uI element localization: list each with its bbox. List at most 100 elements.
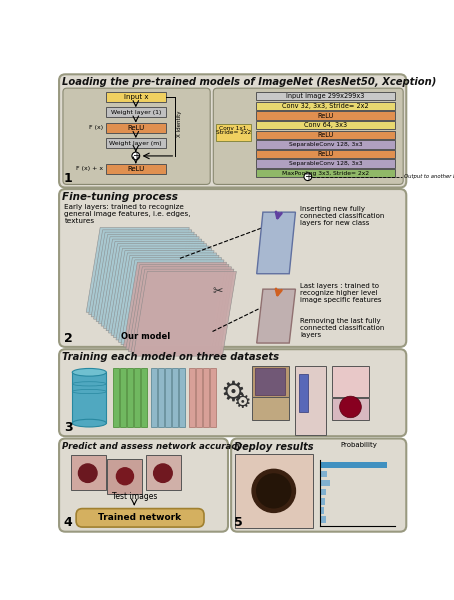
FancyBboxPatch shape: [63, 88, 210, 184]
Bar: [295, 366, 326, 436]
Bar: [106, 92, 166, 102]
Bar: [321, 471, 327, 477]
Circle shape: [340, 396, 361, 418]
Polygon shape: [133, 271, 237, 356]
Polygon shape: [126, 265, 229, 349]
Bar: [321, 489, 326, 496]
Text: 2: 2: [64, 332, 73, 344]
Bar: [114, 368, 119, 427]
Bar: [321, 517, 326, 523]
Bar: [321, 480, 331, 486]
Text: Early layers: trained to recognize
general image features, i.e. edges,
textures: Early layers: trained to recognize gener…: [64, 205, 191, 224]
Text: Weight layer (1): Weight layer (1): [111, 110, 161, 115]
Bar: [203, 368, 209, 427]
Bar: [141, 368, 147, 427]
Text: Probability: Probability: [340, 442, 377, 448]
Polygon shape: [257, 212, 296, 274]
Bar: [256, 111, 395, 120]
Bar: [256, 121, 395, 130]
Bar: [217, 124, 251, 141]
Bar: [71, 455, 106, 490]
Ellipse shape: [72, 368, 106, 376]
Circle shape: [304, 173, 312, 181]
Polygon shape: [106, 246, 209, 331]
FancyBboxPatch shape: [59, 74, 406, 187]
Bar: [252, 366, 289, 397]
Bar: [106, 138, 166, 148]
Bar: [256, 92, 395, 100]
Bar: [165, 368, 171, 427]
Bar: [321, 498, 325, 505]
Text: ReLU: ReLU: [317, 151, 334, 157]
Bar: [120, 368, 126, 427]
Text: F (x) + x: F (x) + x: [76, 166, 103, 171]
Polygon shape: [121, 260, 224, 344]
Bar: [196, 368, 202, 427]
FancyBboxPatch shape: [59, 189, 406, 347]
Bar: [151, 368, 157, 427]
FancyBboxPatch shape: [76, 509, 204, 527]
Circle shape: [252, 469, 296, 512]
Bar: [106, 107, 166, 118]
Polygon shape: [86, 227, 189, 312]
Text: Last layers : trained to
recognize higher level
image specific features: Last layers : trained to recognize highe…: [300, 283, 382, 303]
Bar: [106, 123, 166, 133]
Bar: [134, 368, 140, 427]
Bar: [252, 397, 289, 420]
Bar: [107, 460, 142, 494]
Text: Weight layer (m): Weight layer (m): [109, 141, 162, 146]
Bar: [172, 368, 178, 427]
Text: Conv 1x1,: Conv 1x1,: [219, 125, 248, 130]
Text: 4: 4: [64, 517, 73, 529]
Text: Test images: Test images: [112, 493, 157, 502]
Text: ReLU: ReLU: [127, 125, 144, 131]
Polygon shape: [128, 267, 232, 352]
Bar: [72, 372, 106, 423]
Text: Output to another block: Output to another block: [404, 174, 454, 179]
Text: Training each model on three datasets: Training each model on three datasets: [62, 352, 279, 362]
Text: Input x: Input x: [123, 94, 148, 100]
Polygon shape: [111, 251, 214, 335]
Circle shape: [257, 474, 291, 508]
Text: +: +: [304, 172, 312, 182]
Bar: [235, 454, 312, 528]
Text: SeparableConv 128, 3x3: SeparableConv 128, 3x3: [289, 161, 362, 166]
Bar: [146, 455, 181, 490]
Polygon shape: [118, 257, 222, 342]
Circle shape: [132, 152, 140, 160]
Bar: [106, 164, 166, 173]
Circle shape: [153, 464, 172, 482]
Bar: [321, 507, 324, 514]
FancyBboxPatch shape: [213, 88, 403, 184]
Text: ReLU: ReLU: [127, 166, 144, 172]
Text: Stride= 2x2: Stride= 2x2: [216, 130, 251, 135]
Polygon shape: [114, 253, 217, 338]
Text: ReLU: ReLU: [317, 132, 334, 138]
Text: Loading the pre-trained models of ImageNet (ResNet50, Xception): Loading the pre-trained models of ImageN…: [62, 77, 437, 88]
Bar: [255, 368, 285, 395]
Polygon shape: [94, 235, 197, 319]
Text: SeparableConv 128, 3x3: SeparableConv 128, 3x3: [289, 142, 362, 147]
Bar: [256, 160, 395, 168]
Polygon shape: [257, 289, 296, 343]
FancyBboxPatch shape: [59, 439, 228, 532]
Bar: [321, 461, 387, 468]
Text: Deploy results: Deploy results: [234, 442, 314, 452]
Text: Input image 299x299x3: Input image 299x299x3: [286, 93, 365, 99]
Text: X Identity: X Identity: [178, 111, 183, 137]
Polygon shape: [123, 262, 227, 347]
Text: ReLU: ReLU: [317, 113, 334, 119]
Text: ⚙: ⚙: [220, 379, 245, 406]
Polygon shape: [101, 241, 204, 326]
Text: ⚙: ⚙: [233, 393, 251, 412]
Text: 5: 5: [234, 517, 243, 529]
Text: Removing the last fully
connected classification
layers: Removing the last fully connected classi…: [300, 319, 385, 338]
Text: Trained network: Trained network: [98, 514, 181, 523]
Bar: [256, 150, 395, 158]
Bar: [256, 140, 395, 149]
Text: Inserting new fully
connected classification
layers for new class: Inserting new fully connected classifica…: [300, 206, 385, 226]
Text: Fine-tuning process: Fine-tuning process: [62, 192, 178, 202]
Circle shape: [79, 464, 97, 482]
Text: +: +: [132, 151, 140, 161]
Polygon shape: [96, 237, 199, 322]
